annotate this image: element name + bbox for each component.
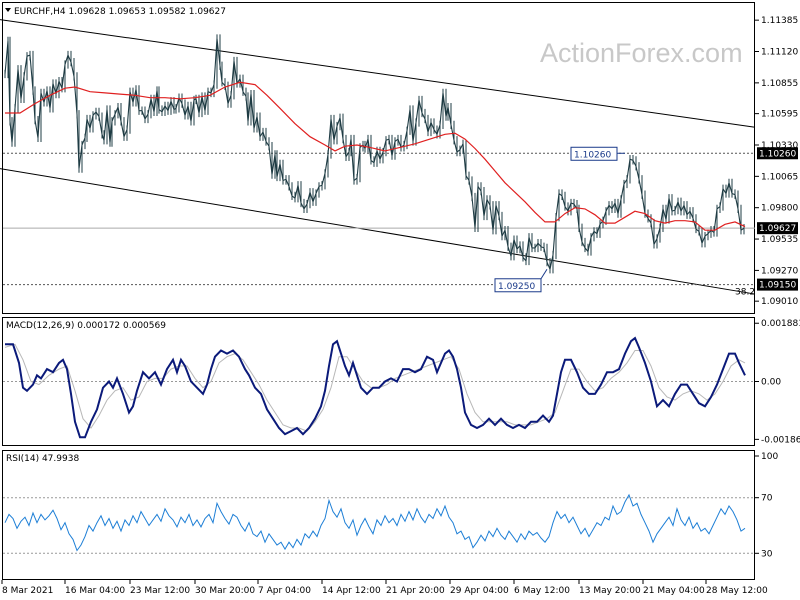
price-panel: ActionForex.com 1.11385 1.11120 1.10855 1.1… [0,2,798,314]
time-axis-label: 23 Mar 12:00 [130,586,190,596]
time-axis-label: 8 Mar 2021 [2,586,53,596]
macd-title: MACD(12,26,9) 0.000172 0.000569 [6,321,166,331]
price-axis-label: 1.09010 [761,297,798,307]
time-axis-label: 30 Mar 20:00 [195,586,255,596]
time-axis-label: 7 Apr 04:00 [258,586,311,596]
sma-line [5,81,746,231]
down-triangle-icon [5,8,11,12]
price-axis-label: 1.11120 [761,48,798,58]
price-panel-frame [2,2,755,314]
time-axis-label: 28 May 12:00 [706,586,768,596]
macd-panel-frame [2,317,755,446]
rsi-line [4,493,746,552]
price-axis-label: 1.10330 [761,141,798,151]
price-axis-label: 1.09535 [761,235,798,245]
rsi-title: RSI(14) 47.9938 [6,454,79,464]
time-axis-label: 16 Mar 04:00 [65,586,125,596]
price-axis-badge-text: 1.09627 [759,224,796,234]
time-axis-label: 29 Apr 04:00 [450,586,509,596]
time-axis-label: 21 May 04:00 [643,586,705,596]
macd-panel: 0.001881 0.00 -0.001868 MACD(12,26,9) 0.00… [2,317,800,446]
macd-axis-label: 0.001881 [761,319,800,329]
upper-channel-line [0,19,756,128]
price-axis-label: 1.10855 [761,79,798,89]
time-axis-label: 21 Apr 20:00 [386,586,445,596]
price-axis-label: 1.11385 [761,16,798,26]
annotation-text: 1.09250 [498,282,535,292]
price-axis-badge-text: 1.10260 [759,149,796,159]
rsi-panel: 100 70 30 RSI(14) 47.9938 [2,450,778,580]
rsi-axis-label: 100 [761,452,778,462]
price-axis-label: 1.09800 [761,204,798,214]
symbol-label: EURCHF,H4 1.09628 1.09653 1.09582 1.0962… [14,7,226,17]
time-axis: 8 Mar 2021 16 Mar 04:00 23 Mar 12:00 30 Mar… [1,580,768,596]
macd-line [5,336,746,439]
rsi-axis-label: 70 [761,494,773,504]
price-axis-label: 1.10065 [761,172,798,182]
price-axis-label: 1.09270 [761,266,798,276]
price-axis-badge [757,147,798,160]
lower-channel-line [0,168,756,295]
rsi-axis-label: 30 [761,549,773,559]
annotation-text: 1.10260 [574,150,611,160]
macd-axis-label: 0.00 [761,378,781,388]
time-axis-label: 14 Apr 12:00 [322,586,381,596]
fib-label: 38.2 [735,288,755,298]
price-axis-badge [757,278,798,291]
price-axis-badge-text: 1.09150 [759,281,796,291]
time-axis-label: 6 May 12:00 [514,586,570,596]
macd-axis-label: -0.001868 [761,435,800,445]
price-axis-badge [757,222,798,235]
price-axis-label: 1.10595 [761,110,798,120]
rsi-panel-frame [2,450,755,580]
annotation-box [494,278,542,293]
annotation-leader [540,268,548,280]
time-axis-label: 13 May 20:00 [579,586,641,596]
watermark: ActionForex.com [540,38,743,68]
